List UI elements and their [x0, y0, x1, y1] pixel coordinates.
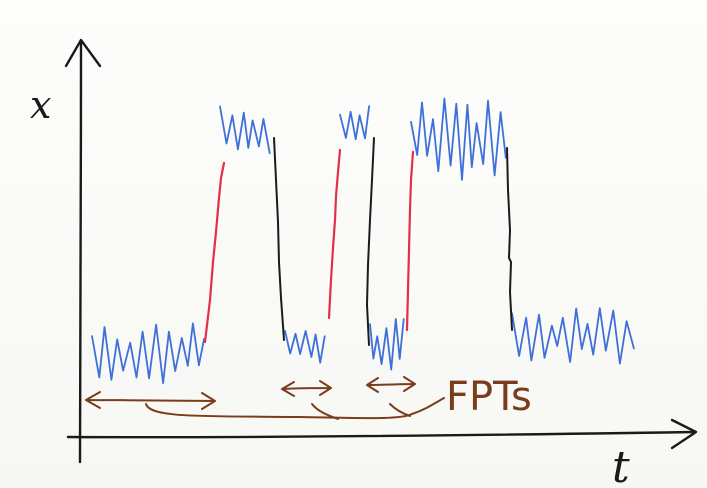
fpt-connector-tail-1 [311, 403, 339, 420]
low-state-segment-1 [91, 322, 205, 385]
fpt-connector [145, 397, 445, 420]
high-state-segment-2 [339, 105, 370, 141]
low-state-segment-3 [369, 318, 405, 371]
high-state-segment-1 [219, 105, 271, 155]
y-axis-label: x [30, 83, 51, 127]
fpt-arrow-2 [281, 380, 332, 397]
fpt-arrow-1 [85, 391, 216, 410]
fpt-arrow-3 [366, 376, 416, 393]
low-state-segment-4 [511, 307, 635, 365]
low-state-segment-2 [284, 330, 326, 364]
up-transition-3 [405, 150, 415, 332]
up-transition-1 [203, 161, 226, 344]
high-state-segment-3 [410, 97, 507, 181]
x-axis-label: t [612, 442, 630, 488]
down-transition-1 [273, 137, 285, 341]
fpt-label: FPTs [446, 374, 532, 420]
down-transition-3 [506, 147, 513, 331]
x-axis [66, 430, 696, 439]
y-axis-arrowhead [64, 38, 102, 68]
down-transition-2 [366, 137, 375, 346]
x-axis-arrowhead [670, 418, 698, 450]
y-axis [78, 40, 83, 464]
up-transition-2 [327, 148, 342, 320]
fpt-connector-tail-2 [389, 403, 411, 417]
